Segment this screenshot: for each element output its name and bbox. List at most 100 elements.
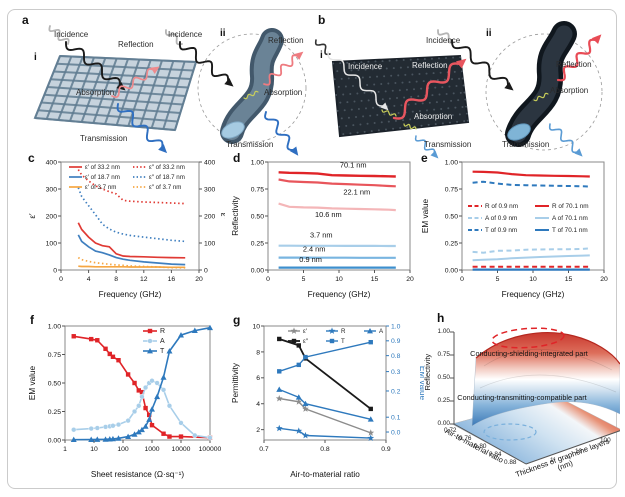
- chart-text: 0.8: [320, 446, 330, 453]
- wave-arrow: [548, 123, 579, 154]
- annotation-transmitting: Conducting-transmitting-compatible part: [457, 393, 587, 402]
- marker-triangle: [191, 327, 198, 333]
- x-tick: 0.80: [474, 443, 487, 450]
- series-T: [73, 326, 211, 441]
- plot-frame: [64, 325, 211, 441]
- chart-text: 0.75: [445, 186, 458, 193]
- chart-text: 0.25: [445, 240, 458, 247]
- air-ratio-axis: [453, 423, 527, 465]
- series-A of 0.9 nm: [472, 247, 590, 254]
- chart-text: 10: [335, 276, 343, 283]
- marker-triangle: [160, 374, 167, 380]
- z-tick: 1.00: [437, 328, 450, 335]
- chart-text: 400: [46, 159, 58, 166]
- chart-text: 0.1: [391, 415, 401, 422]
- chart-text: ε″ of 3.7 nm: [149, 184, 181, 191]
- wave-arrow: [243, 90, 259, 100]
- chart-text: 1: [63, 446, 67, 453]
- arrow-head: [380, 102, 389, 111]
- wave-arrow: [165, 29, 183, 46]
- panel-b-schematic: i ii Incidence Reflection Absorption Tra…: [312, 12, 614, 162]
- chart-d: 0 5 10 15 20 0.00 0.25 0.50 0.75 1.00 Frequency (G…: [231, 159, 414, 299]
- chart-text: Frequency (GHz): [308, 290, 371, 299]
- chart-text: 10: [90, 446, 98, 453]
- wave-arrow: [403, 123, 417, 130]
- marker-square: [291, 338, 297, 344]
- marker-square: [303, 354, 308, 360]
- panel-b-roman-ii: ii: [486, 28, 492, 39]
- series-A of 70.1 nm: [472, 254, 590, 262]
- label-absorption: Absorption: [76, 88, 115, 97]
- panel-letter-d: d: [233, 151, 241, 165]
- chart-text: 0: [460, 276, 464, 283]
- chart-text: EM value: [28, 365, 37, 400]
- label-transmission: Transmission: [226, 140, 274, 149]
- chart-text: 3.7 nm: [310, 231, 333, 240]
- label-transmission: Transmission: [502, 140, 550, 149]
- marker-triangle: [142, 423, 149, 429]
- panel-letter-f: f: [30, 313, 34, 327]
- chart-text: 100: [46, 240, 58, 247]
- marker-triangle: [276, 386, 283, 392]
- arrow-head: [158, 144, 168, 154]
- chart-text: 1000: [144, 446, 159, 453]
- z-tick: 0.75: [437, 351, 450, 358]
- chart-text: 10000: [172, 446, 191, 453]
- marker-triangle: [135, 429, 142, 435]
- series-ε′ of 3.7 nm: [78, 265, 186, 269]
- panel-b-drawing: [314, 21, 603, 159]
- marker-star: [295, 427, 303, 434]
- x-tick: 0.76: [459, 435, 472, 442]
- chart-text: 70.1 nm: [340, 160, 367, 169]
- thickness-axis: [525, 430, 620, 465]
- wave-arrow: [65, 41, 121, 87]
- chart-text: 1.00: [445, 159, 458, 166]
- chart-text: Sheet resistance (Ω·sq⁻¹): [91, 470, 185, 479]
- marker-square: [368, 406, 373, 412]
- z-axis-label: Reflectivity: [422, 353, 432, 391]
- marker-circle: [142, 384, 149, 391]
- arrow-head: [289, 146, 299, 156]
- chart-text: 1.00: [48, 323, 61, 330]
- marker-circle: [94, 425, 100, 431]
- wave-arrow: [414, 135, 436, 155]
- marker-triangle: [295, 394, 302, 400]
- shielding-region-ellipse: [491, 327, 565, 349]
- marker-square: [143, 405, 148, 411]
- chart-text: 2.4 nm: [303, 244, 326, 253]
- panel-h-surface: 1.00 0.75 0.50 0.25 0.00 0.72 0.76 0.80 …: [422, 308, 620, 492]
- chart-text: ε′ of 33.2 nm: [85, 164, 120, 171]
- marker-circle: [192, 432, 198, 439]
- marker-square: [147, 328, 153, 334]
- label-absorption: Absorption: [264, 88, 303, 97]
- chart-text: 300: [46, 186, 58, 193]
- chart-text: 4: [87, 276, 91, 283]
- marker-square: [116, 358, 121, 363]
- marker-star: [302, 431, 309, 439]
- marker-triangle: [102, 436, 109, 442]
- y-tick: 1: [550, 457, 554, 464]
- chart-text: T: [341, 338, 345, 345]
- chart-text: R: [341, 328, 346, 335]
- panel-letter-b: b: [318, 13, 326, 27]
- panel-letter-c: c: [28, 151, 35, 165]
- chart-text: 0.7: [259, 446, 269, 453]
- marker-square: [95, 338, 100, 343]
- chart-text: A of 0.9 nm: [485, 215, 517, 222]
- chart-text: 0.9: [381, 446, 391, 453]
- marker-triangle: [166, 348, 173, 354]
- z-tick: 0.50: [437, 374, 450, 381]
- chart-f: 1 10 100 1000 10000 100000 0.00 0.25 0.50 0.75 1.0…: [28, 323, 222, 479]
- panel-b-roman-i: i: [320, 50, 323, 61]
- panel-g-chart: 0.7 0.8 0.9 2 4 6 8 10 1.0 0.9 0.8 0.3 0.2 0.1 0.0 Air-…: [228, 312, 424, 482]
- marker-triangle: [147, 348, 153, 354]
- marker-circle: [115, 422, 122, 428]
- chart-text: 0.50: [445, 213, 458, 220]
- panel-letter-h: h: [437, 311, 445, 325]
- x-tick: 0.72: [444, 427, 457, 434]
- label-transmission: Transmission: [80, 134, 128, 143]
- label-reflection: Reflection: [556, 60, 592, 69]
- marker-circle: [71, 427, 77, 433]
- chart-text: Permittivity: [231, 362, 240, 403]
- label-transmission: Transmission: [424, 140, 472, 149]
